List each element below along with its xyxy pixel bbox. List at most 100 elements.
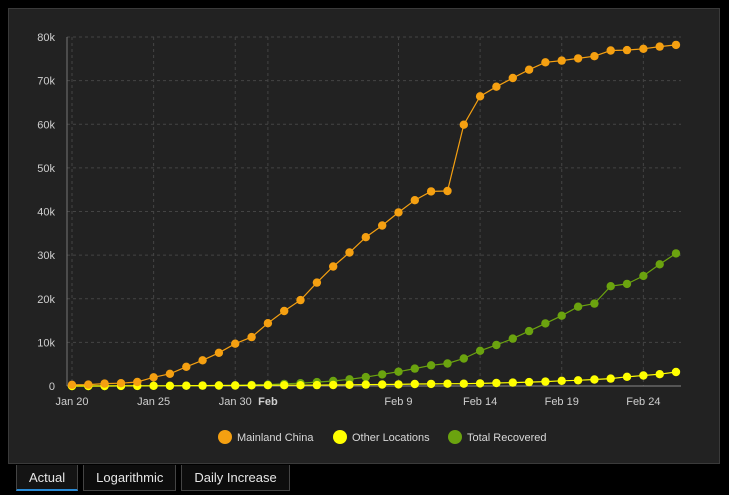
data-point-total-recovered xyxy=(541,319,550,328)
data-point-other-locations xyxy=(198,381,207,390)
data-point-mainland-china xyxy=(84,380,93,389)
data-point-mainland-china xyxy=(443,186,452,196)
line-chart: 0 10k 20k 30k 40k 50k 60k 70k 80k Jan 20 Jan 25 Jan… xyxy=(37,32,681,444)
data-point-other-locations xyxy=(524,377,534,387)
data-point-mainland-china xyxy=(280,306,289,316)
data-point-total-recovered xyxy=(655,260,664,269)
data-point-other-locations xyxy=(443,379,452,388)
data-point-mainland-china xyxy=(606,46,615,55)
data-point-total-recovered xyxy=(557,311,566,320)
data-point-other-locations xyxy=(296,381,305,390)
data-point-mainland-china xyxy=(671,40,681,50)
data-point-other-locations xyxy=(182,381,191,390)
data-point-mainland-china xyxy=(100,379,109,388)
y-tick-label: 0 xyxy=(49,381,55,393)
data-point-other-locations xyxy=(557,376,566,385)
y-tick-label: 30k xyxy=(37,250,55,262)
x-tick-label: Jan 20 xyxy=(55,396,88,408)
data-point-mainland-china xyxy=(329,262,338,271)
data-point-other-locations xyxy=(655,370,664,379)
data-point-other-locations xyxy=(312,380,322,390)
y-tick-label: 60k xyxy=(37,119,55,131)
data-point-other-locations xyxy=(475,379,485,388)
data-point-mainland-china xyxy=(133,377,142,387)
x-tick-label: Feb 24 xyxy=(626,396,660,408)
legend-marker-total-recovered[interactable] xyxy=(448,430,462,444)
data-point-mainland-china xyxy=(361,233,370,242)
data-point-other-locations xyxy=(590,375,599,384)
data-point-total-recovered xyxy=(508,334,517,343)
data-point-total-recovered xyxy=(622,279,632,289)
data-point-other-locations xyxy=(378,380,387,389)
chart-panel: 0 10k 20k 30k 40k 50k 60k 70k 80k Jan 20 Jan 25 Jan… xyxy=(8,8,720,464)
data-point-mainland-china xyxy=(345,248,354,257)
data-point-other-locations xyxy=(149,381,158,390)
x-tick-label: Feb 9 xyxy=(384,396,412,408)
data-point-other-locations xyxy=(622,372,632,381)
data-point-other-locations xyxy=(263,381,273,390)
x-tick-label: Feb 19 xyxy=(545,396,579,408)
y-tick-label: 80k xyxy=(37,32,55,44)
data-point-total-recovered xyxy=(361,372,370,382)
data-point-mainland-china xyxy=(508,73,517,83)
data-point-mainland-china xyxy=(378,221,387,230)
data-point-mainland-china xyxy=(639,44,648,53)
legend-marker-mainland-china[interactable] xyxy=(218,430,232,444)
series-line-mainland-china xyxy=(71,44,677,386)
legend-marker-other-locations[interactable] xyxy=(333,430,347,444)
x-tick-label: Feb xyxy=(258,396,278,408)
data-point-mainland-china xyxy=(67,380,77,389)
tab-daily-increase[interactable]: Daily Increase xyxy=(181,465,290,491)
legend-label-total-recovered[interactable]: Total Recovered xyxy=(467,432,547,444)
data-point-mainland-china xyxy=(590,52,599,61)
data-point-total-recovered xyxy=(459,354,468,363)
data-point-total-recovered xyxy=(492,340,501,350)
data-point-other-locations xyxy=(247,381,256,390)
data-point-mainland-china xyxy=(410,196,419,205)
data-point-other-locations xyxy=(231,381,240,390)
series-line-other-locations xyxy=(72,371,677,387)
data-point-mainland-china xyxy=(557,56,566,65)
legend-label-other-locations[interactable]: Other Locations xyxy=(352,432,430,444)
y-tick-label: 40k xyxy=(37,207,55,219)
data-point-mainland-china xyxy=(182,362,191,371)
data-point-other-locations xyxy=(280,381,289,390)
data-point-other-locations xyxy=(426,379,436,389)
data-point-mainland-china xyxy=(573,54,583,63)
data-point-mainland-china xyxy=(231,339,240,348)
x-tick-label: Feb 14 xyxy=(463,396,497,408)
x-tick-label: Jan 25 xyxy=(137,396,170,408)
data-point-mainland-china xyxy=(214,348,224,357)
data-point-mainland-china xyxy=(492,82,501,91)
y-tick-label: 20k xyxy=(37,294,55,306)
data-point-total-recovered xyxy=(671,249,681,258)
y-tick-label: 10k xyxy=(37,337,55,349)
data-point-total-recovered xyxy=(475,346,485,355)
data-point-mainland-china xyxy=(198,356,207,365)
data-point-mainland-china xyxy=(165,369,175,378)
data-point-mainland-china xyxy=(541,58,550,67)
data-point-total-recovered xyxy=(639,271,648,281)
data-point-mainland-china xyxy=(475,92,485,101)
data-point-other-locations xyxy=(639,371,648,380)
data-point-total-recovered xyxy=(573,302,583,311)
data-point-mainland-china xyxy=(116,379,126,388)
data-point-other-locations xyxy=(459,379,468,388)
legend-label-mainland-china[interactable]: Mainland China xyxy=(237,432,314,444)
tab-logarithmic[interactable]: Logarithmic xyxy=(83,465,177,491)
data-point-mainland-china xyxy=(524,65,534,74)
data-point-mainland-china xyxy=(394,208,403,217)
data-point-mainland-china xyxy=(655,42,664,51)
data-point-total-recovered xyxy=(394,367,403,376)
tab-actual[interactable]: Actual xyxy=(16,465,79,491)
chart-mode-tabs: Actual Logarithmic Daily Increase xyxy=(16,465,290,491)
data-point-other-locations xyxy=(361,380,370,389)
data-point-other-locations xyxy=(606,374,615,383)
data-point-mainland-china xyxy=(149,373,158,382)
data-point-other-locations xyxy=(410,379,419,389)
data-point-mainland-china xyxy=(426,187,436,196)
data-point-other-locations xyxy=(541,377,550,386)
data-point-other-locations xyxy=(508,378,517,387)
data-point-mainland-china xyxy=(459,120,468,129)
data-point-other-locations xyxy=(492,378,501,388)
